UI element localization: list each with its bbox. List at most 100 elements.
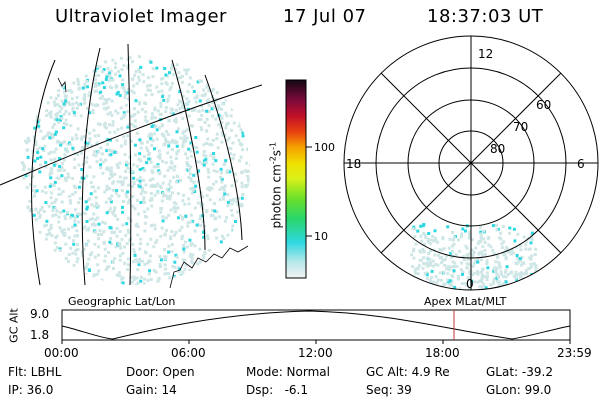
polar-speckle-pixel	[522, 235, 526, 239]
speckle-pixel	[143, 168, 147, 172]
speckle-pixel	[154, 241, 158, 244]
speckle-pixel	[169, 85, 173, 89]
speckle-pixel	[103, 121, 107, 125]
polar-speckle-pixel	[452, 242, 456, 246]
speckle-pixel	[153, 125, 157, 129]
speckle-pixel	[33, 184, 37, 188]
speckle-pixel	[59, 248, 62, 252]
speckle-pixel	[182, 130, 186, 133]
speckle-pixel	[222, 186, 226, 190]
polar-speckle-pixel	[460, 261, 463, 265]
speckle-pixel	[158, 263, 162, 266]
speckle-pixel	[151, 171, 155, 174]
speckle-pixel	[179, 76, 182, 80]
polar-speckle-pixel	[437, 253, 440, 257]
speckle-pixel	[72, 111, 76, 115]
speckle-pixel	[64, 242, 68, 246]
polar-speckle-pixel	[435, 281, 439, 285]
speckle-pixel	[126, 134, 130, 138]
polar-speckle-pixel	[410, 253, 414, 257]
speckle-pixel	[75, 234, 79, 238]
speckle-pixel	[22, 176, 26, 180]
speckle-pixel	[149, 157, 152, 161]
speckle-pixel	[207, 110, 211, 113]
polar-speckle-pixel	[434, 275, 438, 279]
speckle-pixel	[118, 258, 122, 262]
polar-speckle-pixel	[533, 253, 537, 256]
speckle-pixel	[163, 174, 167, 178]
speckle-pixel	[172, 201, 176, 205]
speckle-pixel	[167, 250, 171, 254]
speckle-pixel	[150, 204, 154, 208]
speckle-pixel	[76, 78, 80, 81]
speckle-pixel	[94, 82, 97, 85]
speckle-pixel	[189, 187, 193, 191]
polar-speckle-pixel	[519, 280, 522, 284]
speckle-pixel	[163, 232, 167, 236]
speckle-pixel	[166, 151, 170, 155]
speckle-pixel	[85, 243, 89, 247]
speckle-pixel	[34, 208, 38, 212]
speckle-pixel	[85, 205, 89, 209]
speckle-pixel	[201, 162, 205, 166]
polar-speckle-pixel	[465, 266, 469, 270]
speckle-pixel	[85, 160, 89, 164]
polar-speckle-pixel	[422, 256, 426, 260]
speckle-pixel	[164, 161, 168, 165]
polar-speckle-pixel	[474, 246, 478, 250]
speckle-pixel	[156, 164, 160, 168]
speckle-pixel	[160, 82, 164, 86]
polar-speckle-pixel	[423, 242, 426, 246]
speckle-pixel	[67, 259, 70, 263]
speckle-pixel	[33, 190, 37, 194]
speckle-pixel	[49, 150, 53, 154]
speckle-pixel	[246, 174, 250, 178]
speckle-pixel	[198, 99, 202, 103]
speckle-pixel	[113, 257, 117, 261]
speckle-pixel	[190, 109, 194, 113]
speckle-pixel	[114, 84, 118, 88]
speckle-pixel	[138, 242, 142, 246]
speckle-pixel	[76, 248, 80, 251]
speckle-pixel	[56, 103, 60, 107]
polar-speckle-pixel	[516, 260, 520, 264]
speckle-pixel	[145, 84, 149, 88]
polar-speckle-pixel	[518, 272, 522, 276]
speckle-pixel	[175, 174, 179, 178]
speckle-pixel	[148, 83, 152, 87]
speckle-pixel	[202, 143, 206, 147]
polar-speckle-pixel	[428, 258, 432, 261]
speckle-pixel	[78, 213, 82, 216]
speckle-pixel	[231, 157, 235, 160]
speckle-pixel	[57, 176, 61, 180]
speckle-pixel	[98, 229, 102, 233]
polar-speckle-pixel	[491, 248, 495, 252]
speckle-pixel	[146, 278, 150, 282]
polar-speckle-pixel	[460, 282, 464, 285]
speckle-pixel	[213, 202, 216, 206]
speckle-pixel	[186, 90, 190, 94]
polar-speckle-pixel	[510, 270, 514, 274]
polar-speckle-pixel	[495, 223, 498, 227]
speckle-pixel	[143, 102, 147, 105]
speckle-pixel	[203, 250, 207, 254]
speckle-pixel	[218, 198, 222, 202]
speckle-pixel	[163, 248, 166, 252]
speckle-pixel	[59, 210, 63, 214]
speckle-pixel	[53, 157, 57, 161]
speckle-pixel	[123, 93, 127, 97]
polar-speckle-pixel	[452, 235, 456, 239]
polar-speckle-pixel	[479, 258, 483, 262]
time-tick-2359: 23:59	[557, 346, 592, 360]
speckle-pixel	[234, 134, 238, 138]
polar-speckle-pixel	[492, 269, 496, 273]
polar-speckle-pixel	[516, 282, 520, 286]
speckle-pixel	[57, 215, 61, 219]
speckle-pixel	[212, 169, 216, 173]
speckle-pixel	[59, 115, 63, 119]
speckle-pixel	[202, 153, 206, 157]
polar-speckle-pixel	[499, 231, 503, 235]
speckle-pixel	[50, 191, 54, 195]
speckle-pixel	[191, 186, 195, 190]
polar-speckle-pixel	[480, 237, 484, 241]
